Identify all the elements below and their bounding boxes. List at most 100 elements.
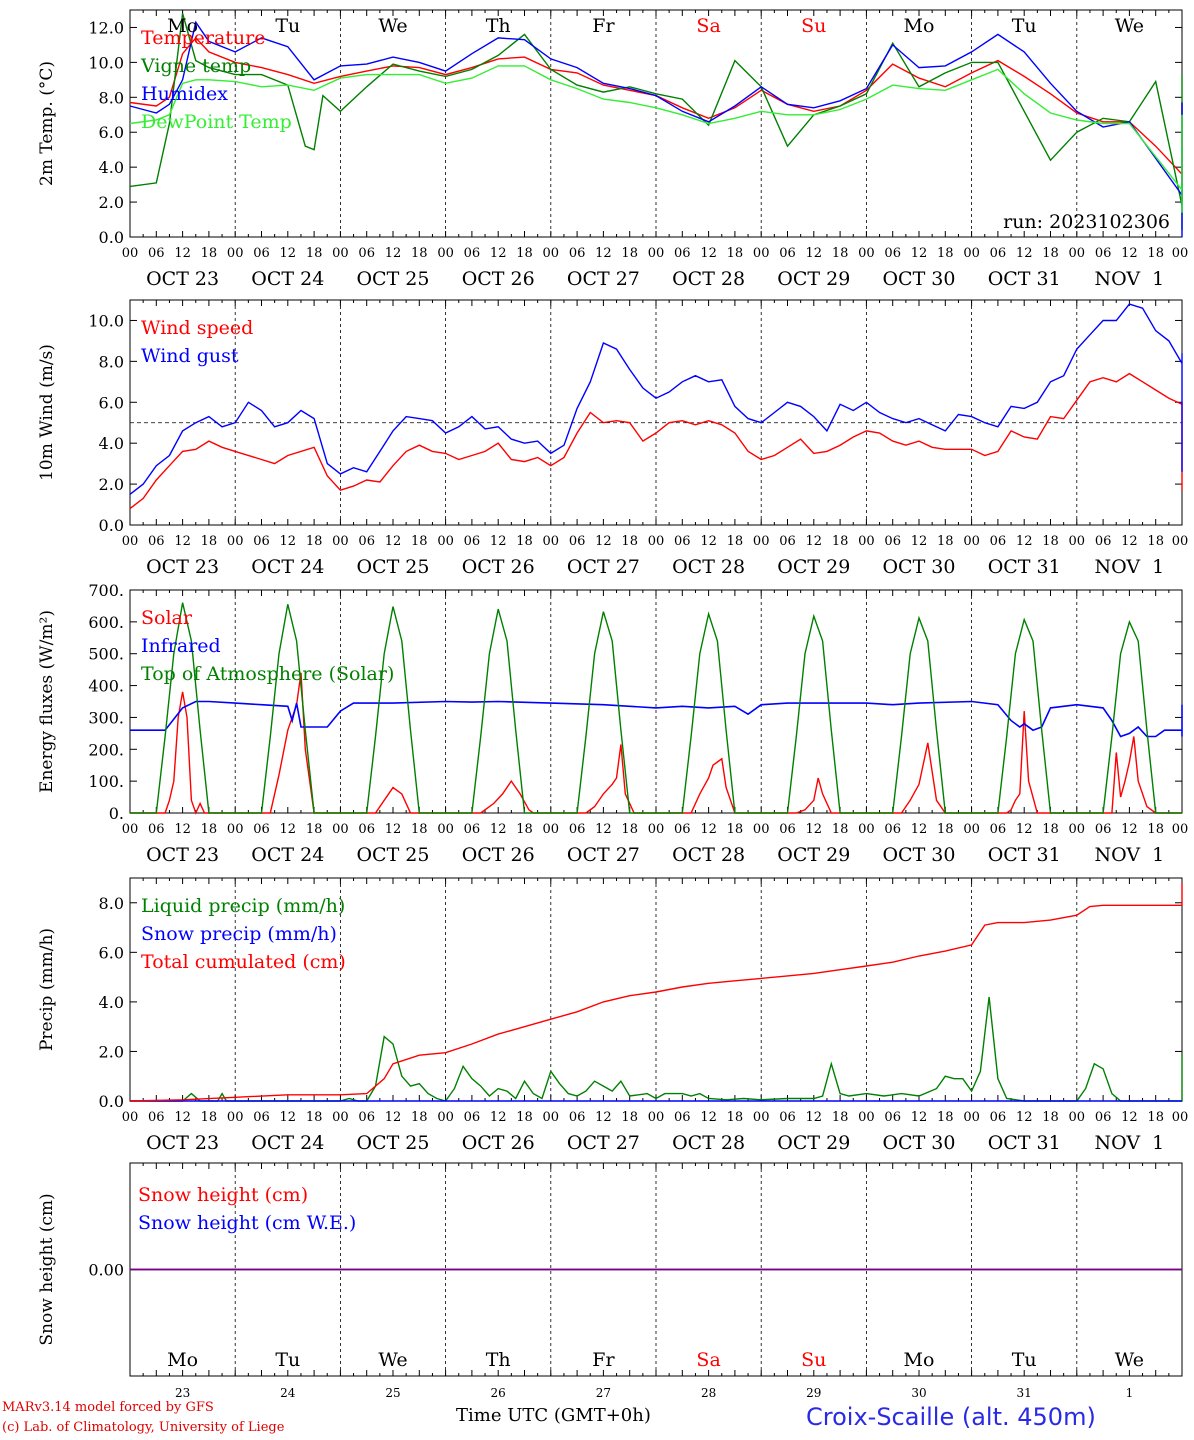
hour-label: 00 [227, 534, 244, 549]
hour-label: 12 [700, 1110, 717, 1125]
hour-label: 18 [411, 822, 428, 837]
hour-label: 12 [806, 1110, 823, 1125]
date-label: OCT 25 [356, 844, 429, 866]
hour-label: 06 [674, 534, 691, 549]
hour-label: 06 [358, 1110, 375, 1125]
hour-label: 06 [1095, 246, 1112, 261]
hour-label: 12 [280, 1110, 297, 1125]
hour-label: 06 [674, 822, 691, 837]
hour-label: 06 [253, 822, 270, 837]
hour-label: 18 [306, 1110, 323, 1125]
hour-label: 12 [1121, 534, 1138, 549]
legend-entry: Top of Atmosphere (Solar) [141, 663, 394, 685]
hour-label: 18 [832, 534, 849, 549]
hour-label: 06 [569, 1110, 586, 1125]
y-tick-label: 6.0 [99, 123, 124, 142]
hour-label: 00 [753, 534, 770, 549]
y-tick-label: 10.0 [88, 311, 124, 330]
y-tick-label: 700. [88, 581, 124, 600]
date-label: OCT 27 [567, 1132, 640, 1154]
date-label: NOV 1 [1095, 556, 1165, 578]
series-line [130, 602, 1182, 814]
hour-label: 00 [437, 1110, 454, 1125]
legend-entry: Solar [141, 607, 193, 629]
hour-label: 00 [753, 822, 770, 837]
hour-label: 12 [385, 1110, 402, 1125]
day-number: 29 [806, 1386, 821, 1400]
y-tick-label: 0.0 [99, 1092, 124, 1111]
day-name: Mo [904, 15, 935, 37]
day-name: Su [801, 1349, 826, 1371]
day-number: 23 [175, 1386, 190, 1400]
day-name: Th [486, 15, 511, 37]
day-name: Th [486, 1349, 511, 1371]
hour-label: 12 [700, 246, 717, 261]
hour-label: 12 [806, 246, 823, 261]
date-label: NOV 1 [1095, 268, 1165, 290]
hour-label: 00 [858, 822, 875, 837]
hour-label: 18 [516, 1110, 533, 1125]
hour-label: 12 [385, 534, 402, 549]
hour-label: 06 [990, 246, 1007, 261]
hour-label: 18 [411, 1110, 428, 1125]
day-name: Fr [592, 1349, 615, 1371]
y-tick-label: 0. [109, 804, 124, 823]
date-label: OCT 28 [672, 268, 745, 290]
y-tick-label: 8.0 [99, 352, 124, 371]
hour-label: 18 [1147, 246, 1164, 261]
day-number: 31 [1017, 1386, 1032, 1400]
hour-label: 12 [174, 534, 191, 549]
hour-label: 06 [779, 822, 796, 837]
hour-label: 12 [595, 822, 612, 837]
hour-label: 00 [1069, 1110, 1086, 1125]
hour-label: 18 [516, 246, 533, 261]
hour-label: 18 [832, 822, 849, 837]
hour-label: 00 [753, 246, 770, 261]
chart-panel-2: 0.0 2.0 4.0 6.0 8.0 10.0 10m Wind (m/s) Wind sp… [37, 299, 1188, 578]
legend-entry: Infrared [141, 635, 221, 657]
y-axis-title: 10m Wind (m/s) [37, 344, 57, 481]
hour-label: 12 [385, 822, 402, 837]
date-label: NOV 1 [1095, 844, 1165, 866]
day-name: Sa [696, 1349, 720, 1371]
hour-label: 12 [911, 534, 928, 549]
hour-label: 18 [1147, 1110, 1164, 1125]
day-name: Fr [592, 15, 615, 37]
model-credit: MARv3.14 model forced by GFS [2, 1400, 214, 1415]
date-label: OCT 24 [251, 1132, 324, 1154]
hour-label: 18 [727, 534, 744, 549]
hour-label: 12 [1121, 822, 1138, 837]
hour-label: 18 [621, 822, 638, 837]
hour-label: 00 [1069, 246, 1086, 261]
hour-label: 18 [937, 1110, 954, 1125]
date-label: OCT 30 [882, 268, 955, 290]
y-tick-label: 600. [88, 613, 124, 632]
hour-label: 12 [595, 534, 612, 549]
day-name: Mo [167, 1349, 198, 1371]
day-name: Mo [904, 1349, 935, 1371]
hour-label: 18 [832, 1110, 849, 1125]
hour-label: 12 [1016, 534, 1033, 549]
hour-label: 18 [937, 822, 954, 837]
hour-label: 00 [963, 1110, 980, 1125]
hour-label: 18 [727, 246, 744, 261]
date-label: OCT 31 [988, 556, 1061, 578]
day-name: We [1115, 15, 1144, 37]
series-line [129, 65, 1183, 213]
series-line [129, 13, 1183, 230]
hour-label: 00 [648, 822, 665, 837]
chart-panel-4: 0.0 2.0 4.0 6.0 8.0 Precip (mm/h) Liquid preci… [37, 877, 1189, 1154]
legend-entry: Wind speed [141, 317, 253, 339]
legend-entry: Vigne temp [140, 55, 251, 77]
date-label: OCT 27 [567, 844, 640, 866]
date-label: OCT 31 [988, 1132, 1061, 1154]
day-number: 24 [280, 1386, 296, 1400]
hour-label: 00 [1172, 1110, 1189, 1125]
hour-label: 00 [543, 246, 560, 261]
hour-label: 12 [490, 534, 507, 549]
hour-label: 12 [280, 822, 297, 837]
hour-label: 00 [1172, 822, 1189, 837]
hour-label: 18 [1147, 534, 1164, 549]
hour-label: 06 [1095, 822, 1112, 837]
day-number: 1 [1126, 1386, 1134, 1400]
